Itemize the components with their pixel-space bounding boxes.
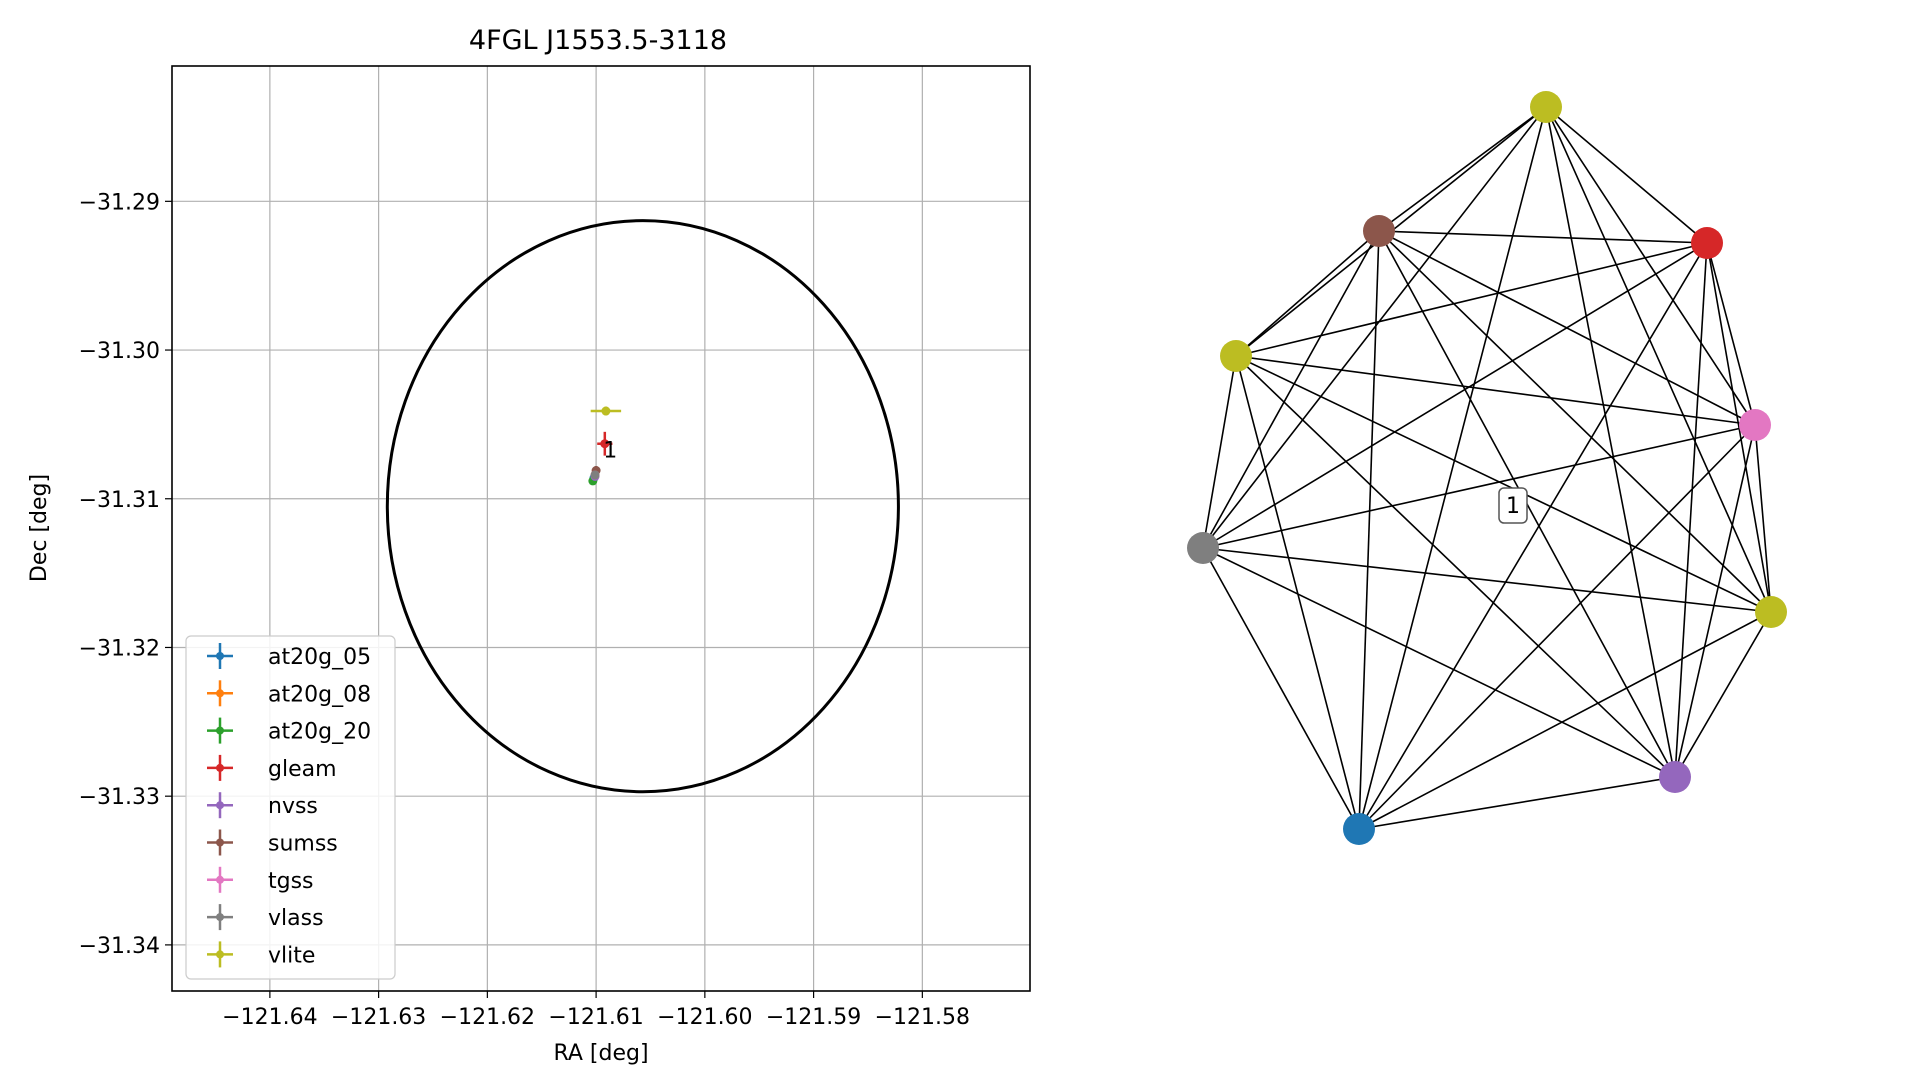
legend-entry: nvss <box>207 792 318 819</box>
graph-edge <box>1235 355 1756 426</box>
graph-node <box>1187 532 1219 564</box>
data-points <box>588 406 622 486</box>
graph-node <box>1691 227 1723 259</box>
graph-edge <box>1235 355 1676 778</box>
graph-edges <box>1202 106 1772 830</box>
graph-edge <box>1754 424 1772 613</box>
point-gleam <box>597 431 613 456</box>
graph-edge <box>1358 242 1708 830</box>
graph-edge <box>1674 424 1756 778</box>
graph-node <box>1343 813 1375 845</box>
graph-edge <box>1545 106 1676 778</box>
y-tick-label: −31.30 <box>79 339 160 364</box>
graph-edge <box>1378 230 1772 613</box>
axes-frame <box>171 65 1031 992</box>
graph-edge <box>1235 242 1708 357</box>
graph-node <box>1739 409 1771 441</box>
legend-entry: at20g_20 <box>207 717 371 745</box>
localization-ellipse <box>385 219 900 794</box>
legend-entry: sumss <box>207 829 338 857</box>
legend-label: vlass <box>268 906 324 931</box>
legend-label: sumss <box>268 832 338 857</box>
graph-edge <box>1202 547 1360 830</box>
x-axis-label: RA [deg] <box>553 1041 648 1066</box>
y-tick-label: −31.32 <box>79 636 160 661</box>
graph-edge <box>1674 611 1772 778</box>
source-annotation: 1 <box>603 439 617 464</box>
legend-label: at20g_20 <box>268 720 371 745</box>
graph-edge <box>1202 424 1756 549</box>
x-tick-label: −121.63 <box>331 1005 426 1030</box>
x-tick-label: −121.61 <box>548 1005 643 1030</box>
legend-label: at20g_05 <box>268 645 371 670</box>
y-tick-label: −31.29 <box>79 190 160 215</box>
graph-edge <box>1202 106 1547 549</box>
error-ellipse <box>385 219 900 794</box>
graph-edge <box>1358 424 1756 830</box>
legend-entry: tgss <box>207 866 314 894</box>
x-tick-label: −121.59 <box>766 1005 861 1030</box>
graph-edge <box>1545 106 1708 244</box>
graph-edge <box>1202 547 1772 613</box>
graph-edge <box>1706 242 1772 613</box>
graph-edge <box>1235 230 1380 357</box>
graph-node <box>1363 215 1395 247</box>
graph-node <box>1220 340 1252 372</box>
x-tick-label: −121.58 <box>875 1005 970 1030</box>
graph-edge <box>1202 242 1708 549</box>
graph-nodes <box>1187 91 1787 845</box>
graph-node <box>1659 761 1691 793</box>
legend-label: tgss <box>268 869 314 894</box>
x-tick-label: −121.62 <box>440 1005 535 1030</box>
y-axis-ticks: −31.29 −31.30 −31.31 −31.32 −31.33 −31.34 <box>79 190 172 959</box>
graph-edge <box>1545 106 1772 613</box>
point-vlite <box>590 406 622 416</box>
legend-box <box>185 635 396 980</box>
graph-node <box>1755 596 1787 628</box>
network-graph-panel: 1 <box>1187 91 1787 845</box>
point-vlass <box>590 470 600 480</box>
x-tick-label: −121.64 <box>222 1005 317 1030</box>
graph-edge <box>1202 355 1237 549</box>
y-tick-label: −31.34 <box>79 934 160 959</box>
x-axis-ticks: −121.64 −121.63 −121.62 −121.61 −121.60 −121.… <box>222 991 970 1030</box>
graph-center-label: 1 <box>1498 487 1528 524</box>
y-tick-label: −31.31 <box>79 488 160 513</box>
graph-edge <box>1235 355 1360 830</box>
legend-label: vlite <box>268 943 315 968</box>
legend-entry: vlass <box>207 904 324 931</box>
graph-edge <box>1378 106 1547 232</box>
graph-edge <box>1358 776 1676 830</box>
legend-label: gleam <box>268 757 337 782</box>
x-tick-label: −121.60 <box>657 1005 752 1030</box>
graph-edge <box>1202 547 1676 778</box>
legend-label: nvss <box>268 794 318 819</box>
graph-edge <box>1358 230 1380 830</box>
graph-edge <box>1545 106 1756 426</box>
sky-plot-panel: 4FGL J1553.5-3118 1 −121.64 −121.63 −121.6… <box>27 25 1031 1066</box>
legend-entry: vlite <box>207 941 315 968</box>
graph-edge <box>1358 611 1772 830</box>
graph-edge <box>1706 242 1756 426</box>
graph-edge <box>1235 355 1772 613</box>
graph-edge <box>1358 106 1547 830</box>
graph-edge <box>1202 230 1380 549</box>
legend-entry: gleam <box>207 754 337 782</box>
y-axis-label: Dec [deg] <box>27 474 52 582</box>
graph-edge <box>1378 230 1708 244</box>
graph-node <box>1530 91 1562 123</box>
graph-label-text: 1 <box>1506 494 1520 519</box>
legend-entry: at20g_08 <box>207 680 371 707</box>
chart-title: 4FGL J1553.5-3118 <box>469 25 727 56</box>
y-tick-label: −31.33 <box>79 785 160 810</box>
legend-entry: at20g_05 <box>207 643 371 670</box>
legend-label: at20g_08 <box>268 682 371 707</box>
graph-edge <box>1674 242 1708 778</box>
